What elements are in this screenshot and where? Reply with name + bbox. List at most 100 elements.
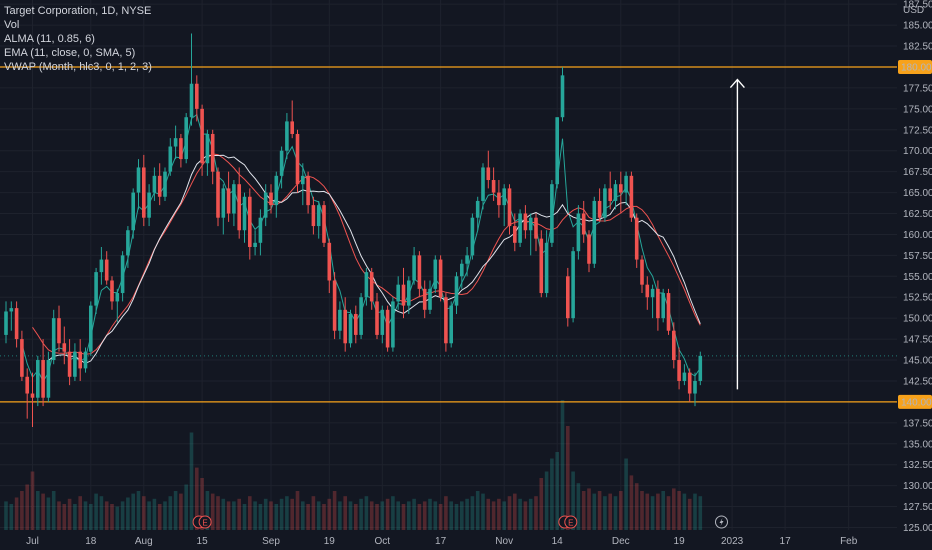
- flash-icon: [715, 515, 728, 529]
- candle-body: [343, 309, 347, 344]
- y-tick-label: 157.50: [903, 251, 932, 262]
- candle-body: [502, 188, 506, 206]
- volume-bar: [359, 498, 363, 530]
- volume-bar: [661, 491, 665, 530]
- earnings-badge: [198, 515, 212, 529]
- symbol-title[interactable]: Target Corporation, 1D, NYSE: [4, 5, 152, 17]
- candle-body: [587, 234, 591, 264]
- price-arrow[interactable]: [729, 78, 745, 390]
- volume-bar: [301, 501, 305, 530]
- candle-body: [301, 175, 305, 185]
- horizontal-levels[interactable]: 180.00 140.00: [0, 59, 932, 409]
- volume-bar: [672, 488, 676, 530]
- volume-legend[interactable]: Vol: [4, 19, 20, 31]
- candle-body: [195, 83, 199, 109]
- candle-body: [189, 83, 194, 118]
- candle-body: [523, 213, 528, 231]
- candle-body: [608, 188, 612, 201]
- volume-bar: [94, 493, 98, 530]
- volume-bar: [67, 498, 72, 530]
- volume-bar: [110, 504, 114, 530]
- volume-bar: [20, 491, 24, 530]
- candle-body: [94, 272, 98, 306]
- candle-body: [481, 167, 485, 201]
- volume-bar: [332, 491, 337, 530]
- candle-body: [51, 318, 56, 361]
- vwap-legend[interactable]: VWAP (Month, hlc3, 0, 1, 2, 3): [4, 61, 152, 73]
- level-label-bg: [898, 394, 932, 409]
- candle-body: [157, 175, 162, 197]
- candle-body: [99, 259, 104, 273]
- volume-bar: [78, 496, 82, 530]
- x-tick-label: Dec: [612, 536, 630, 547]
- legend: Target Corporation, 1D, NYSE Vol ALMA (1…: [4, 4, 152, 74]
- candle-body: [698, 355, 703, 381]
- price-axis[interactable]: 187.50 185.00 182.50 177.50 175.00 172.50 170.…: [903, 0, 932, 534]
- alma-legend[interactable]: ALMA (11, 0.85, 6): [4, 33, 95, 45]
- y-tick-label: 135.00: [903, 439, 932, 450]
- candle-body: [391, 301, 395, 348]
- candle-body: [597, 200, 602, 218]
- volume-bar: [481, 493, 485, 530]
- candle-body: [269, 192, 273, 206]
- candle-body: [534, 217, 538, 239]
- volume-bar: [115, 506, 120, 530]
- candle-body: [438, 259, 443, 298]
- candle-body: [327, 242, 332, 281]
- x-tick-label: 2023: [721, 536, 744, 547]
- y-tick-label: 145.00: [903, 356, 932, 367]
- candle-body: [555, 117, 559, 185]
- volume-bar: [242, 504, 247, 530]
- candle-body: [110, 280, 114, 302]
- y-tick-label: 127.50: [903, 502, 932, 513]
- volume-bar: [555, 452, 559, 530]
- volume-bar: [295, 491, 300, 530]
- x-tick-label: 19: [324, 536, 336, 547]
- volume-bar: [157, 504, 162, 530]
- volume-bar: [25, 484, 29, 530]
- arrow-head: [729, 78, 745, 89]
- candle-body: [62, 343, 67, 352]
- currency-label: USD: [903, 5, 924, 16]
- volume-bar: [57, 501, 61, 530]
- volume-bar: [576, 483, 581, 530]
- volume-bar: [120, 501, 125, 530]
- volume-bar: [507, 496, 512, 530]
- volume-bar: [136, 491, 141, 530]
- candle-body: [311, 205, 316, 227]
- x-tick-label: Jul: [26, 536, 39, 547]
- volume-bar: [693, 493, 697, 530]
- volume-bar: [152, 498, 157, 530]
- volume-bar: [571, 471, 575, 530]
- ema-legend[interactable]: EMA (11, close, 0, SMA, 5): [4, 47, 136, 59]
- candle-body: [666, 293, 671, 331]
- volume-bar: [486, 498, 491, 530]
- chart-grid: [0, 0, 897, 530]
- candle-body: [210, 133, 215, 172]
- y-tick-label: 182.50: [903, 42, 932, 53]
- earnings-badge: [564, 515, 578, 529]
- x-tick-label: 18: [85, 536, 97, 547]
- candle-body: [359, 297, 363, 335]
- volume-bar: [608, 493, 612, 530]
- candle-body: [41, 360, 45, 398]
- time-axis[interactable]: Jul 18 Aug 15 Sep 19 Oct 17 Nov 14 Dec 19 2023 17 Feb: [26, 536, 858, 547]
- candle-body: [454, 276, 459, 306]
- volume-bar: [438, 504, 443, 530]
- volume-bar: [550, 458, 554, 530]
- volume-bar: [41, 493, 45, 530]
- candle-body: [248, 196, 252, 247]
- earnings-icon: E: [192, 515, 212, 529]
- flash-glyph: [719, 518, 724, 526]
- volume-bar: [126, 497, 130, 530]
- candle-body: [592, 200, 597, 264]
- candle-body: [226, 188, 231, 214]
- earnings-icon: E: [558, 515, 578, 529]
- candle-body: [677, 360, 681, 381]
- volume-bar: [407, 501, 411, 530]
- y-tick-label: 147.50: [903, 335, 932, 346]
- volume-bar: [200, 478, 204, 530]
- candle-body: [4, 311, 8, 335]
